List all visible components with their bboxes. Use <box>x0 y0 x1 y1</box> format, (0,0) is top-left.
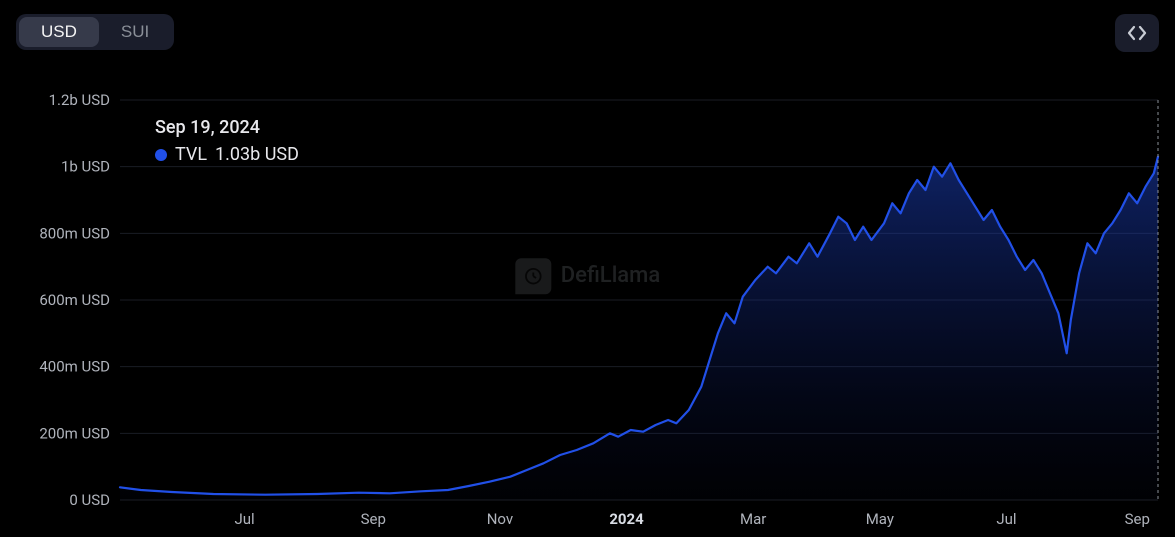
svg-text:Nov: Nov <box>487 510 513 528</box>
tvl-chart-svg: 0 USD 200m USD 400m USD 600m USD 800m USD 1b … <box>0 70 1175 537</box>
svg-text:Sep: Sep <box>1125 510 1150 528</box>
currency-btn-sui[interactable]: SUI <box>99 17 171 47</box>
expand-icon <box>1127 25 1147 41</box>
currency-btn-usd[interactable]: USD <box>19 17 99 47</box>
svg-text:Sep: Sep <box>361 510 386 528</box>
svg-text:800m USD: 800m USD <box>39 224 110 242</box>
svg-text:1b USD: 1b USD <box>61 158 110 176</box>
svg-text:2024: 2024 <box>609 510 644 528</box>
svg-text:600m USD: 600m USD <box>39 291 110 309</box>
expand-button[interactable] <box>1115 14 1159 52</box>
currency-toggle: USD SUI <box>16 14 174 50</box>
svg-text:0 USD: 0 USD <box>69 491 110 509</box>
chart-area[interactable]: 0 USD 200m USD 400m USD 600m USD 800m USD 1b … <box>0 70 1175 537</box>
svg-text:May: May <box>866 510 894 528</box>
chart-container: USD SUI 0 USD 200m USD 400m USD 600m USD 800… <box>0 0 1175 537</box>
svg-text:400m USD: 400m USD <box>39 358 110 376</box>
svg-text:200m USD: 200m USD <box>39 424 110 442</box>
svg-text:Jul: Jul <box>234 510 254 528</box>
svg-text:1.2b USD: 1.2b USD <box>49 91 110 109</box>
svg-text:Mar: Mar <box>740 510 766 528</box>
svg-text:Jul: Jul <box>996 510 1016 528</box>
